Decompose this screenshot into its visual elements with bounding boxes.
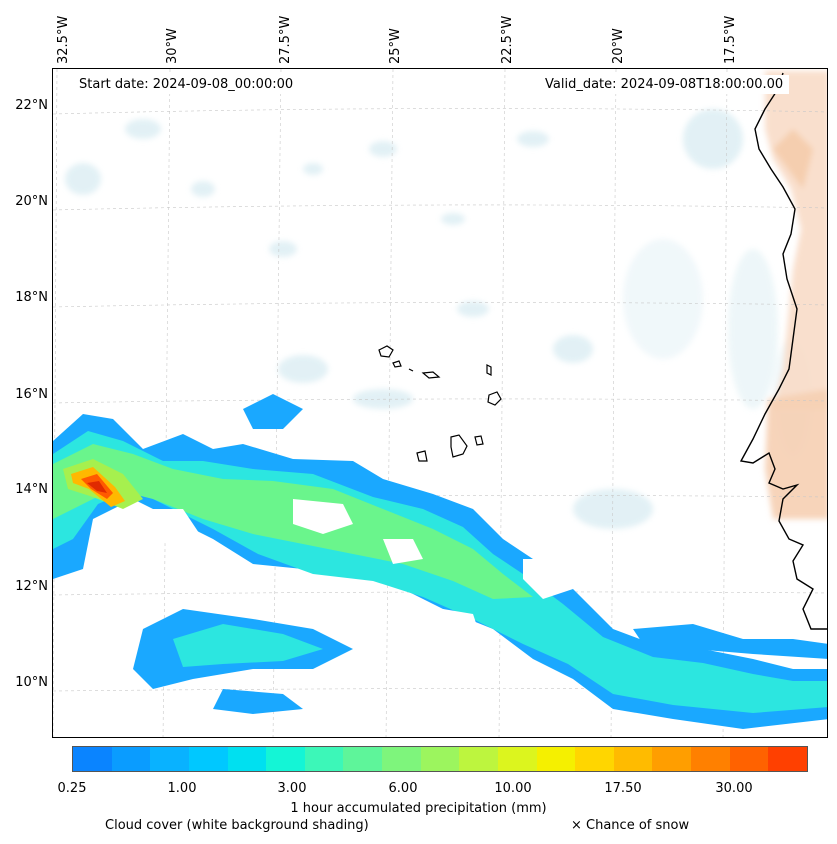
cape-verde-islands [378,345,502,462]
lon-label-27-5w: 27.5°W [278,15,293,64]
colorbar-swatch-13 [575,747,614,771]
colorbar-swatch-0 [73,747,112,771]
lat-label-16n: 16°N [15,387,48,402]
lat-label-22n: 22°N [15,98,48,113]
colorbar-swatch-8 [382,747,421,771]
lat-label-14n: 14°N [15,482,48,497]
lon-label-20w: 20°W [611,28,626,64]
colorbar-swatch-1 [111,747,151,771]
colorbar-swatch-15 [652,747,691,771]
lat-label-12n: 12°N [15,579,48,594]
lon-label-32-5w: 32.5°W [56,15,71,64]
lon-label-17-5w: 17.5°W [723,15,738,64]
precipitation-colorbar [72,746,808,772]
map-canvas [53,69,827,737]
cloud-cover-note: Cloud cover (white background shading) [105,818,369,833]
lon-label-22-5w: 22.5°W [500,15,515,64]
colorbar-swatch-10 [459,747,498,771]
colorbar-tick: 3.00 [277,781,307,796]
colorbar-swatch-17 [729,747,769,771]
valid-date-label: Valid_date: 2024-09-08T18:00:00.00 [539,75,790,94]
colorbar-swatch-2 [150,747,189,771]
colorbar-swatch-16 [691,747,730,771]
colorbar-swatch-6 [304,747,344,771]
colorbar-tick: 17.50 [604,781,642,796]
land-shading [765,71,827,519]
colorbar-swatch-12 [536,747,576,771]
colorbar-swatch-18 [768,747,807,771]
snow-legend-note: × Chance of snow [571,818,690,833]
lon-label-30w: 30°W [165,28,180,64]
coastlines [739,72,827,630]
colorbar-tick: 1.00 [167,781,197,796]
lat-label-10n: 10°N [15,675,48,690]
precipitation-field [53,394,827,729]
colorbar-swatch-14 [613,747,653,771]
start-date-label: Start date: 2024-09-08_00:00:00 [73,75,300,94]
colorbar-swatch-11 [497,747,537,771]
lat-label-18n: 18°N [15,290,48,305]
lat-label-20n: 20°N [15,194,48,209]
colorbar-swatch-5 [266,747,305,771]
colorbar-swatch-7 [343,747,382,771]
colorbar-label: 1 hour accumulated precipitation (mm) [290,801,547,816]
colorbar-tick: 6.00 [388,781,418,796]
colorbar-swatch-3 [188,747,228,771]
lon-label-25w: 25°W [388,28,403,64]
colorbar-swatch-4 [227,747,267,771]
map-panel [52,68,828,738]
colorbar-tick: 30.00 [715,781,753,796]
colorbar-tick: 0.25 [57,781,87,796]
colorbar-swatch-9 [420,747,460,771]
colorbar-tick: 10.00 [494,781,532,796]
